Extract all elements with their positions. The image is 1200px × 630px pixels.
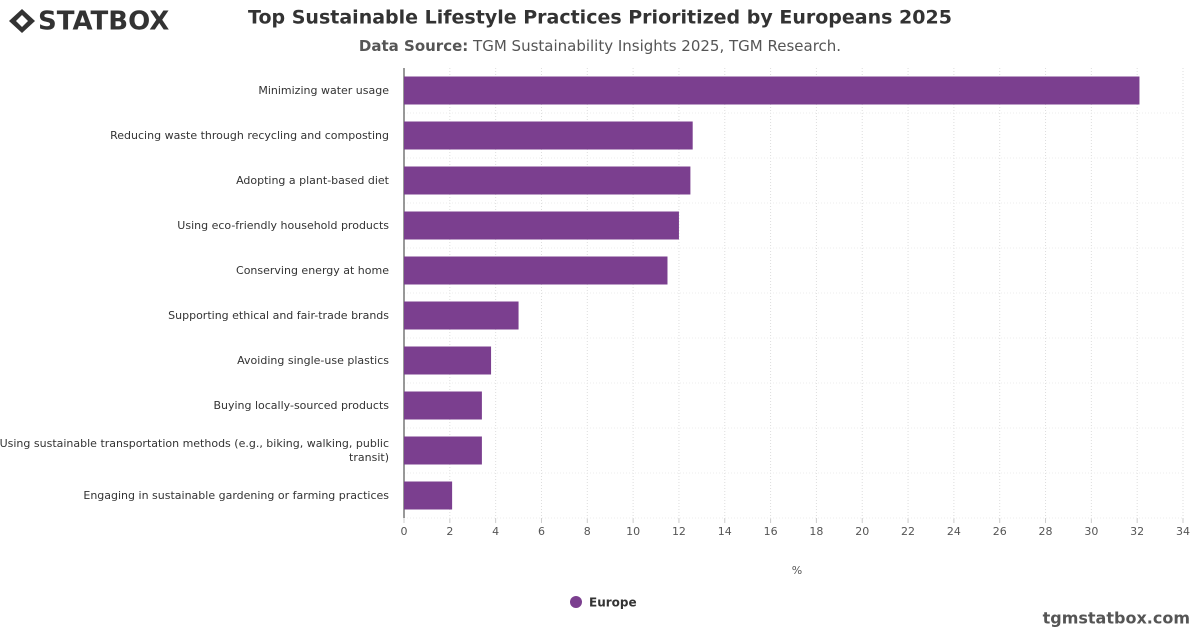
y-tick-label: Adopting a plant-based diet	[236, 173, 389, 187]
x-tick-label: 32	[1130, 525, 1144, 538]
x-tick-label: 26	[993, 525, 1007, 538]
x-axis-label: %	[792, 564, 802, 577]
x-tick-label: 28	[1039, 525, 1053, 538]
x-tick-label: 16	[764, 525, 778, 538]
y-tick-label: Conserving energy at home	[236, 263, 389, 277]
y-tick-label: Using eco-friendly household products	[177, 218, 389, 232]
source-label: Data Source:	[359, 37, 468, 55]
bar	[404, 301, 519, 330]
x-tick-label: 12	[672, 525, 686, 538]
x-tick-label: 6	[538, 525, 545, 538]
bar	[404, 256, 668, 285]
bar	[404, 121, 693, 150]
x-tick-label: 30	[1084, 525, 1098, 538]
bar	[404, 346, 492, 375]
x-tick-label: 2	[446, 525, 453, 538]
x-tick-label: 14	[718, 525, 732, 538]
chart-title: Top Sustainable Lifestyle Practices Prio…	[248, 7, 952, 29]
x-tick-label: 24	[947, 525, 961, 538]
x-tick-label: 8	[584, 525, 591, 538]
bar	[404, 481, 453, 510]
x-tick-label: 20	[855, 525, 869, 538]
logo-icon	[9, 9, 35, 33]
y-tick-label: Supporting ethical and fair-trade brands	[168, 308, 389, 322]
x-tick-label: 4	[492, 525, 499, 538]
x-tick-label: 18	[809, 525, 823, 538]
source: TGM Sustainability Insights 2025, TGM Re…	[472, 37, 841, 55]
y-tick-label: Minimizing water usage	[258, 83, 389, 97]
x-tick-label: 0	[401, 525, 408, 538]
bar	[404, 391, 482, 420]
y-tick-label: Using sustainable transportation methods…	[0, 436, 389, 464]
bar	[404, 211, 679, 240]
x-tick-label: 10	[626, 525, 640, 538]
y-tick-label: Reducing waste through recycling and com…	[110, 128, 389, 142]
footer: tgmstatbox.com	[1043, 609, 1190, 628]
chart-subtitle: Data Source: TGM Sustainability Insights…	[359, 37, 841, 55]
legend-marker	[570, 596, 582, 608]
y-tick-label: Engaging in sustainable gardening or far…	[83, 488, 389, 502]
x-tick-label: 22	[901, 525, 915, 538]
y-tick-label: Buying locally-sourced products	[213, 398, 389, 412]
bar	[404, 166, 691, 195]
bar	[404, 436, 482, 465]
y-tick-label: Avoiding single-use plastics	[237, 353, 389, 367]
bar	[404, 76, 1140, 105]
logo: STATBOX	[38, 7, 169, 37]
x-tick-label: 34	[1176, 525, 1190, 538]
legend-label: Europe	[589, 596, 637, 610]
